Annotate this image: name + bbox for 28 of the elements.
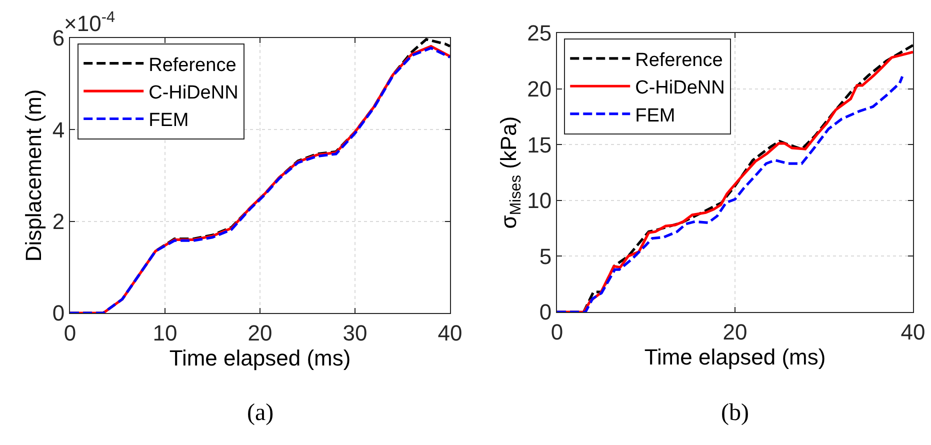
y-tick-label: 0 [539,300,552,325]
legend-label: FEM [635,105,676,126]
legend-label: C-HiDeNN [148,82,238,104]
legend-label: FEM [148,110,189,132]
y-tick-label: 20 [527,76,552,102]
legend-label: Reference [635,50,723,71]
x-tick-label: 20 [722,319,748,344]
x-tick-label: 40 [438,320,462,346]
y-tick-label: 2 [52,209,65,234]
y-tick-label: 10 [527,188,552,214]
y-tick-label: 15 [527,132,552,158]
y-tick-label: 5 [539,244,552,269]
text: (b) [721,400,749,426]
y-tick-label: 0 [52,300,65,326]
y-tick-label: 6 [52,26,65,51]
x-axis-title: Time elapsed (ms) [169,345,351,370]
y-axis-title: Displacement (m) [21,89,46,262]
x-tick-label: 40 [900,319,926,344]
x-axis-title: Time elapsed (ms) [644,344,826,370]
y-tick-label: 4 [52,117,65,142]
y-tick-label: 25 [527,20,552,46]
x-tick-label: 30 [342,320,368,346]
x-tick-label: 20 [248,320,272,346]
x-tick-label: 10 [152,320,178,346]
text: ×10$^{-4}$ [64,9,116,36]
legend-label: Reference [148,54,236,76]
text: (a) [247,400,274,426]
legend-label: C-HiDeNN [635,78,725,99]
